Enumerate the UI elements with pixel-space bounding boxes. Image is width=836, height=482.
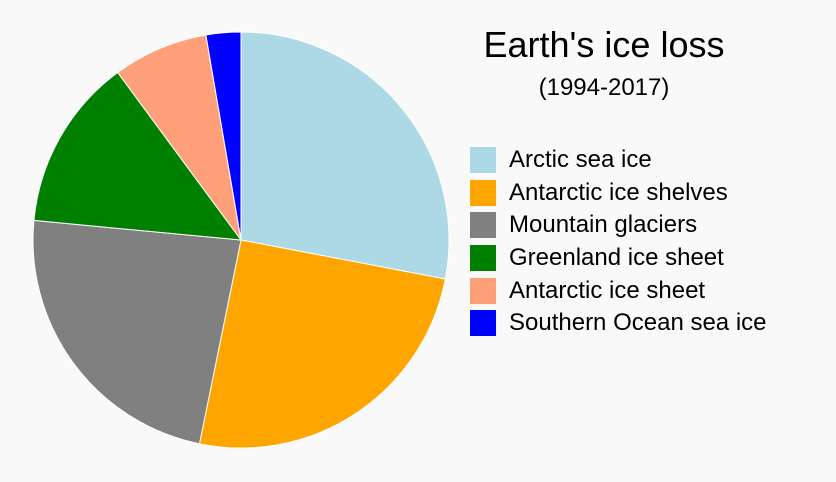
legend-swatch <box>470 310 496 337</box>
legend-item: Arctic sea ice <box>470 144 767 177</box>
legend-label: Antarctic ice shelves <box>509 178 728 206</box>
pie-slice-0 <box>240 31 450 280</box>
legend-swatch <box>470 179 496 206</box>
chart-subtitle: (1994-2017) <box>538 74 670 101</box>
pie-slice-2 <box>32 219 242 445</box>
legend-item: Mountain glaciers <box>470 209 767 242</box>
pie-slice-3 <box>33 71 243 241</box>
legend-item: Southern Ocean sea ice <box>470 307 767 340</box>
legend-swatch <box>470 245 496 272</box>
legend-item: Antarctic ice sheet <box>470 274 767 307</box>
legend-label: Mountain glaciers <box>509 211 698 239</box>
legend-label: Arctic sea ice <box>509 146 652 174</box>
legend-item: Greenland ice sheet <box>470 242 767 275</box>
legend-swatch <box>470 212 496 239</box>
chart-title: Earth's ice loss <box>483 24 725 65</box>
legend-label: Greenland ice sheet <box>509 244 724 272</box>
legend-swatch <box>470 277 496 304</box>
pie-chart <box>32 31 450 449</box>
legend-label: Antarctic ice sheet <box>509 276 706 304</box>
pie-slice-4 <box>116 34 242 241</box>
pie-slice-1 <box>198 239 446 449</box>
legend: Arctic sea ice Antarctic ice shelves Mou… <box>470 144 767 340</box>
legend-swatch <box>470 147 496 174</box>
legend-label: Southern Ocean sea ice <box>509 309 767 337</box>
legend-item: Antarctic ice shelves <box>470 177 767 210</box>
pie-slice-5 <box>205 31 242 241</box>
